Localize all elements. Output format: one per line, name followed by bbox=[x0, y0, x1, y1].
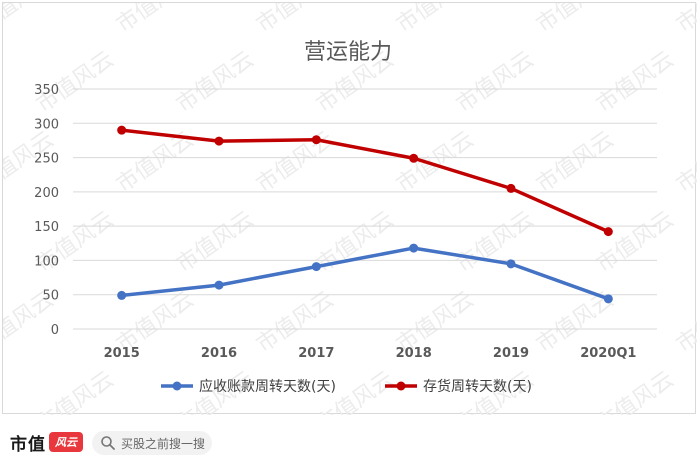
chart-title: 营运能力 bbox=[304, 40, 392, 65]
brand-logo: 市值 风云 bbox=[10, 430, 83, 455]
search-box[interactable]: 买股之前搜一搜 bbox=[92, 431, 212, 455]
watermark-text: 市值风云 bbox=[112, 3, 198, 38]
series-layer bbox=[117, 125, 613, 304]
legend-swatch-marker bbox=[172, 381, 182, 391]
y-tick-label: 250 bbox=[34, 152, 59, 167]
y-tick-label: 300 bbox=[34, 117, 59, 132]
watermark-text: 市值风云 bbox=[532, 127, 618, 198]
y-tick-label: 0 bbox=[51, 323, 59, 338]
y-tick-label: 100 bbox=[34, 254, 59, 269]
gridlines bbox=[73, 88, 657, 330]
y-tick-label: 200 bbox=[34, 186, 59, 201]
watermark-text: 市值风云 bbox=[672, 127, 697, 198]
watermark-text: 市值风云 bbox=[592, 207, 678, 278]
brand-name: 市值 bbox=[10, 434, 46, 455]
y-tick-label: 350 bbox=[34, 83, 59, 98]
legend-swatch-marker bbox=[396, 381, 406, 391]
brand-logo-mark: 风云 bbox=[49, 432, 83, 452]
watermark-text: 市值风云 bbox=[172, 207, 258, 278]
data-point bbox=[214, 136, 224, 146]
search-placeholder: 买股之前搜一搜 bbox=[121, 436, 206, 451]
legend: 应收账款周转天数(天) 存货周转天数(天) bbox=[161, 378, 532, 395]
chart-frame: 市值风云 市值风云 市值风云 市值风云 市值风云 市值风云 市值风云 市值风云 市值风云 市值风云… bbox=[2, 2, 697, 415]
series-line bbox=[119, 128, 611, 234]
series-1 bbox=[117, 125, 613, 237]
data-point bbox=[506, 183, 516, 193]
watermark-text: 市值风云 bbox=[32, 367, 118, 415]
x-tick-label: 2017 bbox=[298, 346, 334, 361]
series-line bbox=[119, 246, 611, 301]
watermark-text: 市值风云 bbox=[312, 207, 398, 278]
watermark-text: 市值风云 bbox=[532, 3, 618, 38]
x-axis-ticks: 2015 2016 2017 2018 2019 2020Q1 bbox=[104, 346, 637, 361]
data-point bbox=[117, 125, 127, 135]
x-tick-label: 2016 bbox=[201, 346, 237, 361]
data-point bbox=[603, 294, 613, 304]
footer-bar: 市值 风云 买股之前搜一搜 bbox=[0, 418, 700, 466]
legend-item: 存货周转天数(天) bbox=[385, 378, 532, 395]
watermark-text: 市值风云 bbox=[392, 127, 478, 198]
watermark-text: 市值风云 bbox=[392, 3, 478, 38]
x-tick-label: 2019 bbox=[493, 346, 529, 361]
legend-label: 应收账款周转天数(天) bbox=[199, 378, 336, 395]
data-point bbox=[409, 243, 419, 253]
watermark-text: 市值风云 bbox=[592, 47, 678, 118]
search-icon bbox=[101, 436, 115, 450]
series-0 bbox=[117, 243, 613, 304]
watermark-text: 市值风云 bbox=[592, 367, 678, 415]
y-axis-ticks: 0 50 100 150 200 250 300 350 bbox=[34, 83, 59, 338]
watermark-text: 市值风云 bbox=[252, 127, 338, 198]
data-point bbox=[311, 262, 321, 272]
y-tick-label: 150 bbox=[34, 220, 59, 235]
data-point bbox=[409, 153, 419, 163]
data-point bbox=[117, 290, 127, 300]
legend-label: 存货周转天数(天) bbox=[423, 378, 532, 395]
x-tick-label: 2018 bbox=[396, 346, 432, 361]
data-point bbox=[214, 280, 224, 290]
legend-item: 应收账款周转天数(天) bbox=[161, 378, 336, 395]
x-tick-label: 2015 bbox=[104, 346, 140, 361]
watermark-text: 市值风云 bbox=[3, 3, 59, 38]
watermark-text: 市值风云 bbox=[452, 47, 538, 118]
watermark-text: 市值风云 bbox=[252, 3, 338, 38]
watermark-text: 市值风云 bbox=[172, 47, 258, 118]
data-point bbox=[311, 135, 321, 145]
x-tick-label: 2020Q1 bbox=[580, 346, 636, 361]
watermark-text: 市值风云 bbox=[672, 3, 697, 38]
y-tick-label: 50 bbox=[42, 289, 59, 304]
data-point bbox=[603, 227, 613, 237]
watermark-text: 市值风云 bbox=[672, 287, 697, 358]
data-point bbox=[506, 259, 516, 269]
